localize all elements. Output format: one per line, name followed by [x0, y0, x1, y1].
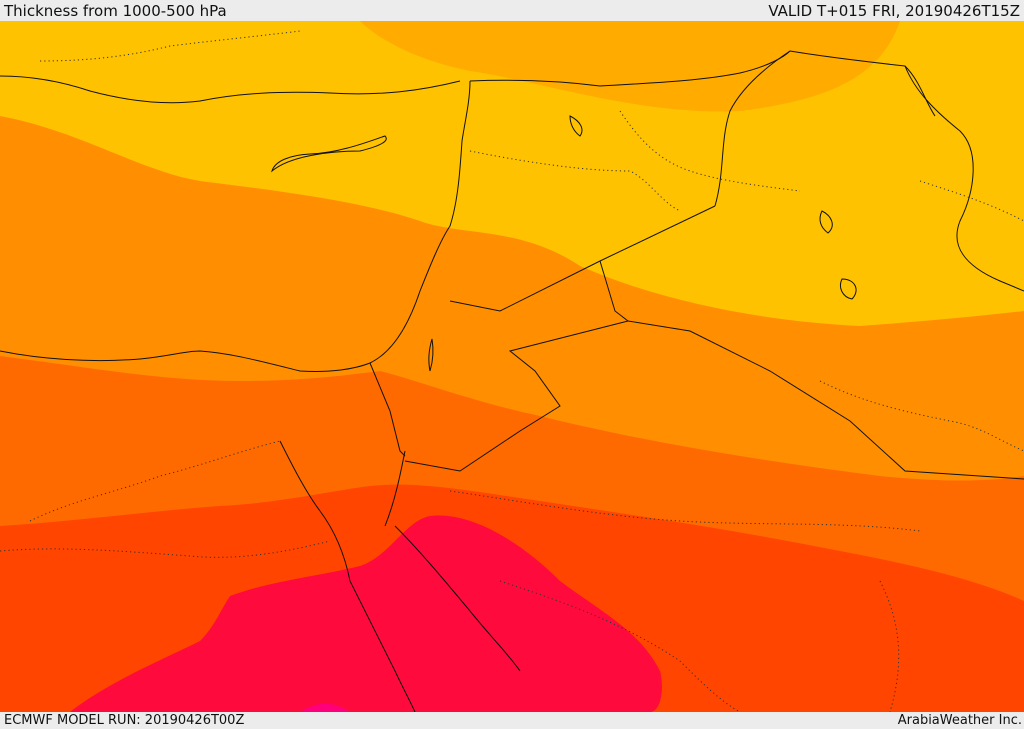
border-syria-jordan-iraq	[449, 205, 716, 312]
admin-boundary	[879, 580, 900, 712]
credit-label: ArabiaWeather Inc.	[897, 713, 1022, 728]
thickness-field	[0, 21, 1024, 712]
lake-habbaniyah	[839, 278, 857, 300]
coastline	[0, 80, 471, 372]
border-jordan-saudi	[404, 260, 630, 472]
admin-boundary	[39, 30, 301, 62]
turkey-coast	[0, 75, 461, 104]
country-borders	[369, 50, 1024, 480]
cyprus-coast	[271, 135, 387, 173]
admin-boundary	[449, 490, 921, 532]
admin-boundary	[919, 180, 1024, 222]
red-sea-west-coast	[349, 580, 416, 712]
thickness-map	[0, 21, 1024, 712]
admin-boundaries	[0, 30, 1024, 712]
field-band-8	[300, 703, 350, 712]
valid-time-label: VALID T+015 FRI, 20190426T15Z	[768, 1, 1020, 20]
map-title: Thickness from 1000-500 hPa	[4, 1, 227, 20]
admin-boundary	[29, 440, 281, 522]
field-band-3	[0, 21, 900, 712]
header-bar: Thickness from 1000-500 hPa VALID T+015 …	[0, 0, 1024, 21]
border-turkey-syria-iraq	[469, 50, 936, 117]
dead-sea	[428, 338, 434, 372]
admin-boundary	[469, 150, 681, 212]
footer-bar: ECMWF MODEL RUN: 20190426T00Z ArabiaWeat…	[0, 712, 1024, 729]
lake-van	[569, 115, 583, 137]
coastlines	[0, 75, 857, 712]
admin-boundary	[0, 540, 331, 558]
model-run-label: ECMWF MODEL RUN: 20190426T00Z	[4, 713, 245, 728]
red-sea-east-coast	[394, 525, 521, 672]
lake-tharthar	[819, 210, 833, 234]
border-saudi-iraq	[627, 320, 1024, 480]
border-egypt-israel	[369, 362, 406, 457]
gulf-of-aqaba	[384, 450, 406, 527]
border-syria-iraq	[714, 50, 791, 207]
admin-boundary	[499, 580, 741, 712]
border-iraq-iran	[904, 65, 1024, 292]
gulf-of-suez	[279, 440, 351, 582]
